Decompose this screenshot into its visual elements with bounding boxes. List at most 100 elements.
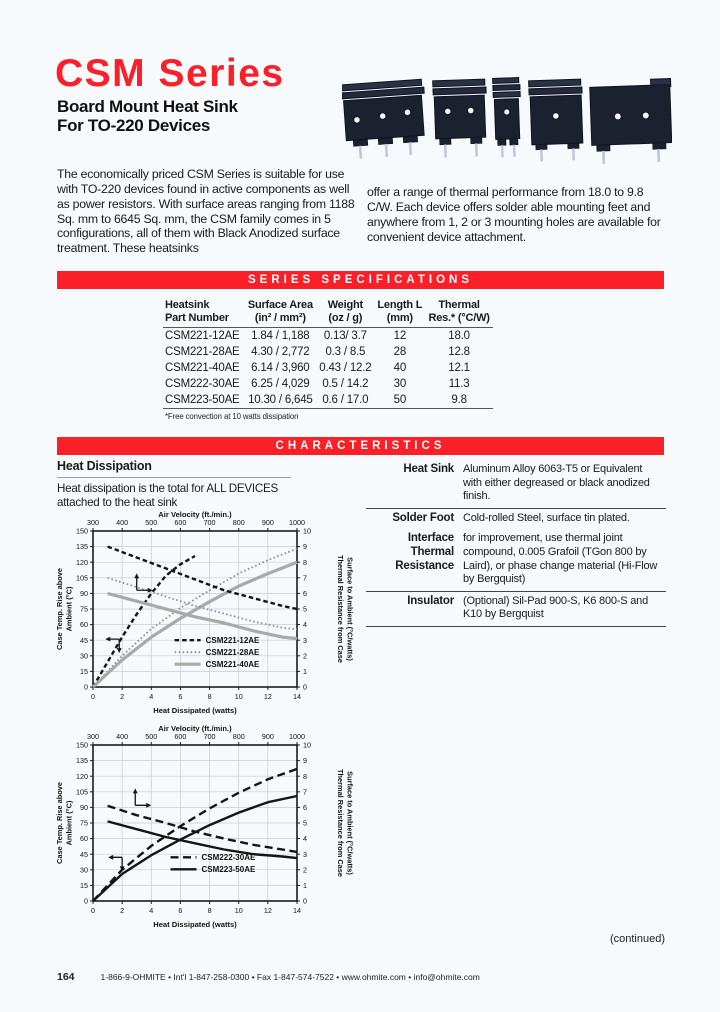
- svg-text:400: 400: [116, 518, 128, 527]
- svg-text:Case Temp. Rise above: Case Temp. Rise above: [55, 568, 64, 650]
- characteristics-label: Insulator: [407, 594, 454, 607]
- spec-table-cell: 40: [393, 361, 407, 374]
- spec-table-cell: 28: [393, 345, 407, 358]
- characteristics-label: Interface Thermal Resistance: [395, 532, 454, 572]
- svg-text:0: 0: [91, 906, 95, 915]
- svg-text:8: 8: [208, 692, 212, 701]
- svg-text:3: 3: [303, 636, 307, 645]
- svg-text:900: 900: [262, 732, 274, 741]
- heatsink-image-3: [492, 77, 521, 158]
- spec-table-cell: 6.14 / 3,960: [251, 361, 310, 374]
- page-footer: 164 1-866-9-OHMITE • Int'l 1-847-258-0300…: [57, 971, 480, 983]
- svg-text:105: 105: [76, 573, 88, 582]
- svg-text:300: 300: [87, 518, 99, 527]
- series-specifications-table: Heatsink Part Number Surface Area (in² / mm…: [163, 299, 493, 409]
- svg-text:14: 14: [293, 692, 301, 701]
- svg-text:Case Temp. Rise above: Case Temp. Rise above: [55, 782, 64, 864]
- spec-table-cell: 6.25 / 4,029: [251, 377, 310, 390]
- spec-table-row: CSM223-50AE 10.30 / 6,645 0.6 / 17.0 50 9.8: [163, 392, 493, 409]
- characteristics-row: Solder Foot Cold-rolled Steel, surface ti…: [366, 509, 666, 530]
- spec-col-header: Heatsink Part Number: [165, 299, 229, 324]
- svg-text:1000: 1000: [289, 732, 305, 741]
- svg-text:Air Velocity (ft./min.): Air Velocity (ft./min.): [158, 510, 232, 519]
- svg-text:Ambient (°C): Ambient (°C): [65, 586, 74, 631]
- heat-dissipation-note: Heat dissipation is the total for ALL DE…: [57, 482, 278, 509]
- svg-text:500: 500: [145, 518, 157, 527]
- spec-table-body: CSM221-12AE 1.84 / 1,188 0.13/ 3.7 12 18.0 CS…: [163, 328, 493, 409]
- svg-text:0: 0: [84, 683, 88, 692]
- svg-text:600: 600: [174, 732, 186, 741]
- svg-text:Ambient (°C): Ambient (°C): [65, 800, 74, 845]
- spec-table-cell: 0.5 / 14.2: [322, 377, 369, 390]
- spec-col-header: Weight (oz / g): [327, 299, 363, 324]
- svg-text:3: 3: [303, 850, 307, 859]
- spec-table-cell: 18.0: [448, 329, 470, 342]
- spec-table-cell: 0.13/ 3.7: [323, 329, 367, 342]
- heatsink-image-2: [432, 78, 487, 158]
- spec-table-cell: 50: [393, 393, 407, 406]
- svg-text:14: 14: [293, 906, 301, 915]
- svg-text:12: 12: [264, 692, 272, 701]
- svg-text:135: 135: [76, 542, 88, 551]
- svg-text:4: 4: [149, 692, 153, 701]
- svg-text:CSM221-40AE: CSM221-40AE: [206, 660, 260, 669]
- characteristics-row: Heat Sink Aluminum Alloy 6063-T5 or Equiv…: [366, 460, 666, 509]
- svg-text:7: 7: [303, 573, 307, 582]
- characteristics-label: Heat Sink: [403, 463, 454, 475]
- svg-text:45: 45: [80, 636, 88, 645]
- characteristics-label: Solder Foot: [392, 511, 454, 524]
- svg-text:CSM221-12AE: CSM221-12AE: [206, 636, 260, 645]
- svg-text:60: 60: [80, 834, 88, 843]
- svg-text:6: 6: [178, 906, 182, 915]
- svg-text:1000: 1000: [289, 518, 305, 527]
- svg-text:4: 4: [303, 620, 307, 629]
- spec-col-header: Surface Area (in² / mm²): [247, 299, 313, 324]
- subtitle-line-2: For TO-220 Devices: [57, 116, 211, 135]
- spec-table-cell: 12.1: [448, 361, 470, 374]
- svg-text:4: 4: [149, 906, 153, 915]
- intro-paragraph-right: offer a range of thermal performance fro…: [367, 185, 661, 244]
- spec-table-cell: 0.3 / 8.5: [325, 345, 366, 358]
- spec-table-cell: CSM222-30AE: [165, 377, 240, 390]
- heading-underline: [57, 477, 291, 478]
- svg-text:Heat Dissipated (watts): Heat Dissipated (watts): [153, 920, 237, 929]
- svg-text:700: 700: [204, 732, 216, 741]
- svg-text:8: 8: [303, 772, 307, 781]
- svg-text:10: 10: [235, 906, 243, 915]
- svg-text:900: 900: [262, 518, 274, 527]
- svg-text:150: 150: [76, 527, 88, 536]
- svg-text:500: 500: [145, 732, 157, 741]
- chart-csm221-performance: 0 2 4 6 8 10 12 14 300 400 500 600 700 800 900 1000 0 15 3…: [55, 509, 357, 717]
- spec-table-cell: 12: [393, 329, 407, 342]
- svg-text:400: 400: [116, 732, 128, 741]
- svg-text:90: 90: [80, 589, 88, 598]
- characteristics-row: Insulator (Optional) Sil-Pad 900-S, K6 80…: [366, 592, 666, 627]
- svg-text:Thermal Resistance from Case: Thermal Resistance from Case: [336, 769, 345, 877]
- svg-text:2: 2: [120, 906, 124, 915]
- svg-text:600: 600: [174, 518, 186, 527]
- svg-text:30: 30: [80, 865, 88, 874]
- spec-table-cell: 4.30 / 2,772: [251, 345, 310, 358]
- svg-text:15: 15: [80, 667, 88, 676]
- characteristics-value: Cold-rolled Steel, surface tin plated.: [463, 511, 630, 524]
- svg-text:105: 105: [76, 787, 88, 796]
- spec-table-header: Heatsink Part Number Surface Area (in² / mm…: [163, 299, 493, 328]
- svg-text:700: 700: [204, 518, 216, 527]
- svg-text:12: 12: [264, 906, 272, 915]
- characteristics-table: Heat Sink Aluminum Alloy 6063-T5 or Equiv…: [366, 460, 666, 627]
- svg-text:Surface to Ambient (°C/watts): Surface to Ambient (°C/watts): [346, 557, 355, 661]
- spec-table-cell: CSM221-28AE: [165, 345, 240, 358]
- svg-text:0: 0: [91, 692, 95, 701]
- svg-text:9: 9: [303, 542, 307, 551]
- svg-text:7: 7: [303, 787, 307, 796]
- page-title: CSM Series: [55, 52, 285, 95]
- svg-text:9: 9: [303, 756, 307, 765]
- spec-table-cell: 10.30 / 6,645: [248, 393, 313, 406]
- svg-text:75: 75: [80, 819, 88, 828]
- spec-table-cell: CSM221-12AE: [165, 329, 240, 342]
- svg-text:CSM223-50AE: CSM223-50AE: [202, 865, 256, 874]
- subtitle-line-1: Board Mount Heat Sink: [57, 97, 238, 116]
- svg-text:45: 45: [80, 850, 88, 859]
- heatsink-image-4: [528, 78, 584, 162]
- spec-table-cell: 9.8: [451, 393, 467, 406]
